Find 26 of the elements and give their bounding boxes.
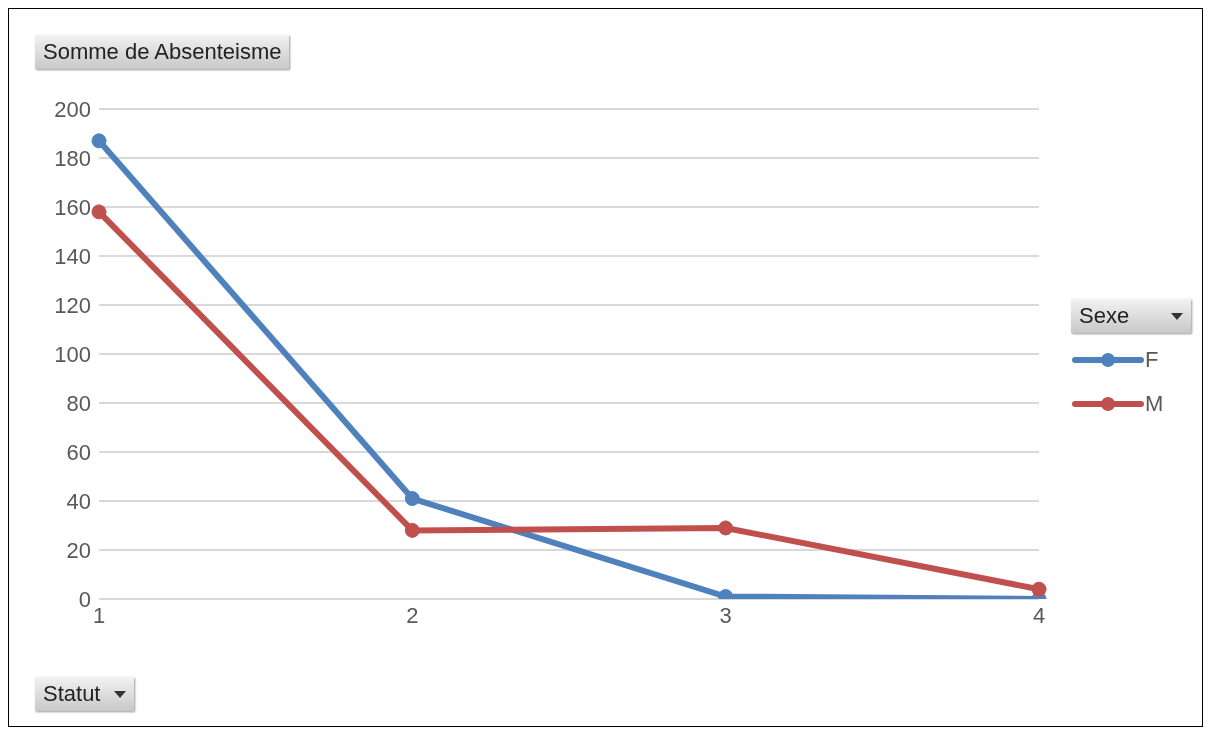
chart-title: Somme de Absenteisme: [35, 35, 290, 69]
point: [1031, 581, 1047, 597]
y-tick-label: 20: [66, 537, 91, 563]
y-tick-label: 0: [78, 586, 91, 612]
y-tick-label: 140: [54, 243, 91, 269]
legend-label: M: [1145, 391, 1164, 417]
y-tick-label: 80: [66, 390, 91, 416]
legend-label: F: [1145, 347, 1159, 373]
x-tick-label: 1: [92, 602, 106, 628]
x-tick-label: 3: [719, 602, 732, 628]
y-tick-label: 100: [54, 341, 91, 367]
y-tick-label: 120: [54, 292, 91, 318]
point: [91, 204, 107, 220]
y-tick-label: 40: [66, 488, 91, 514]
point: [404, 522, 420, 538]
x-axis-title: Statut: [35, 677, 135, 711]
point: [91, 133, 107, 149]
y-tick-label: 200: [54, 96, 91, 122]
x-tick-label: 2: [406, 602, 419, 628]
point: [404, 491, 420, 507]
legend-title: Sexe: [1071, 299, 1191, 333]
y-tick-label: 160: [54, 194, 91, 220]
y-tick-label: 180: [54, 145, 91, 171]
point: [718, 520, 734, 536]
x-tick-label: 4: [1032, 602, 1046, 628]
y-tick-label: 60: [66, 439, 91, 465]
